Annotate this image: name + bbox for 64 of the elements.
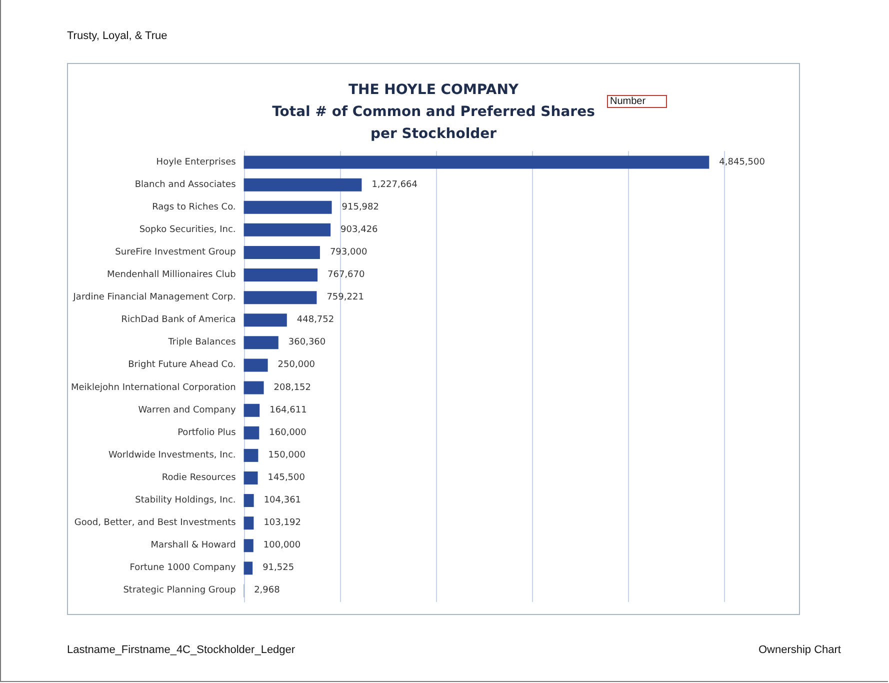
bar bbox=[244, 539, 254, 552]
bar bbox=[244, 562, 253, 575]
y-tick-label: Warren and Company bbox=[138, 405, 236, 416]
data-label: 903,426 bbox=[340, 224, 378, 235]
data-label: 250,000 bbox=[278, 360, 316, 370]
data-label: 164,611 bbox=[270, 405, 307, 416]
data-label: 448,752 bbox=[296, 315, 334, 326]
bar bbox=[244, 516, 254, 530]
y-tick-label: Strategic Planning Group bbox=[123, 586, 236, 596]
bar bbox=[244, 200, 332, 214]
bar bbox=[244, 426, 260, 440]
data-label: 1,227,664 bbox=[372, 180, 418, 190]
bar bbox=[244, 178, 362, 192]
bar bbox=[244, 381, 264, 394]
data-label: 208,152 bbox=[274, 382, 312, 393]
bar bbox=[244, 471, 258, 484]
data-label: 2,968 bbox=[254, 586, 280, 596]
chart-title: THE HOYLE COMPANY Total # of Common and Preferred Shares per Stockholder bbox=[272, 82, 595, 142]
y-tick-label: Fortune 1000 Company bbox=[130, 563, 236, 574]
y-tick-label: Worldwide Investments, Inc. bbox=[108, 450, 236, 460]
bar bbox=[244, 494, 254, 508]
bar bbox=[244, 314, 287, 327]
y-tick-label: Sopko Securities, Inc. bbox=[139, 224, 236, 235]
data-label: 793,000 bbox=[330, 247, 368, 258]
data-label: 767,670 bbox=[328, 270, 366, 280]
bar bbox=[244, 223, 331, 236]
y-tick-label: Bright Future Ahead Co. bbox=[128, 360, 236, 370]
y-tick-label: Jardine Financial Management Corp. bbox=[72, 292, 236, 303]
bar bbox=[244, 358, 268, 372]
y-tick-label: Portfolio Plus bbox=[178, 428, 236, 438]
data-label: 104,361 bbox=[264, 496, 302, 506]
text: Trusty, Loyal, & True bbox=[67, 30, 168, 42]
data-label: 145,500 bbox=[268, 472, 306, 483]
y-tick-label: SureFire Investment Group bbox=[115, 247, 236, 258]
y-tick-label: Rodie Resources bbox=[162, 472, 236, 483]
y-tick-label: Hoyle Enterprises bbox=[156, 157, 236, 168]
bar bbox=[244, 246, 320, 259]
data-label: 160,000 bbox=[269, 428, 307, 438]
y-tick-label: Marshall & Howard bbox=[150, 540, 236, 551]
bar bbox=[244, 268, 318, 282]
text: Ownership Chart bbox=[758, 644, 841, 656]
data-label: 150,000 bbox=[268, 450, 306, 460]
bar bbox=[244, 404, 260, 417]
y-tick-label: Mendenhall Millionaires Club bbox=[106, 270, 236, 280]
y-tick-label: RichDad Bank of America bbox=[121, 315, 236, 326]
y-tick-label: Stability Holdings, Inc. bbox=[135, 496, 236, 506]
text: Lastname_Firstname_4C_Stockholder_Ledger bbox=[67, 644, 296, 656]
y-tick-label: Rags to Riches Co. bbox=[152, 202, 236, 212]
bar bbox=[244, 336, 278, 350]
y-tick-label: Blanch and Associates bbox=[134, 180, 236, 190]
data-label: 759,221 bbox=[326, 292, 364, 303]
y-tick-label: Good, Better, and Best Investments bbox=[74, 518, 236, 528]
bar bbox=[244, 448, 258, 462]
data-label: 91,525 bbox=[262, 563, 294, 574]
data-label: 360,360 bbox=[288, 338, 326, 348]
text: Number bbox=[607, 95, 667, 108]
data-label: 103,192 bbox=[264, 518, 301, 528]
data-label: 100,000 bbox=[263, 540, 301, 551]
y-tick-label: Meiklejohn International Corporation bbox=[71, 382, 236, 393]
bar bbox=[244, 291, 317, 304]
data-label: 4,845,500 bbox=[719, 157, 766, 168]
y-tick-label: Triple Balances bbox=[167, 338, 236, 348]
bar bbox=[244, 156, 710, 169]
data-label: 915,982 bbox=[342, 202, 379, 212]
